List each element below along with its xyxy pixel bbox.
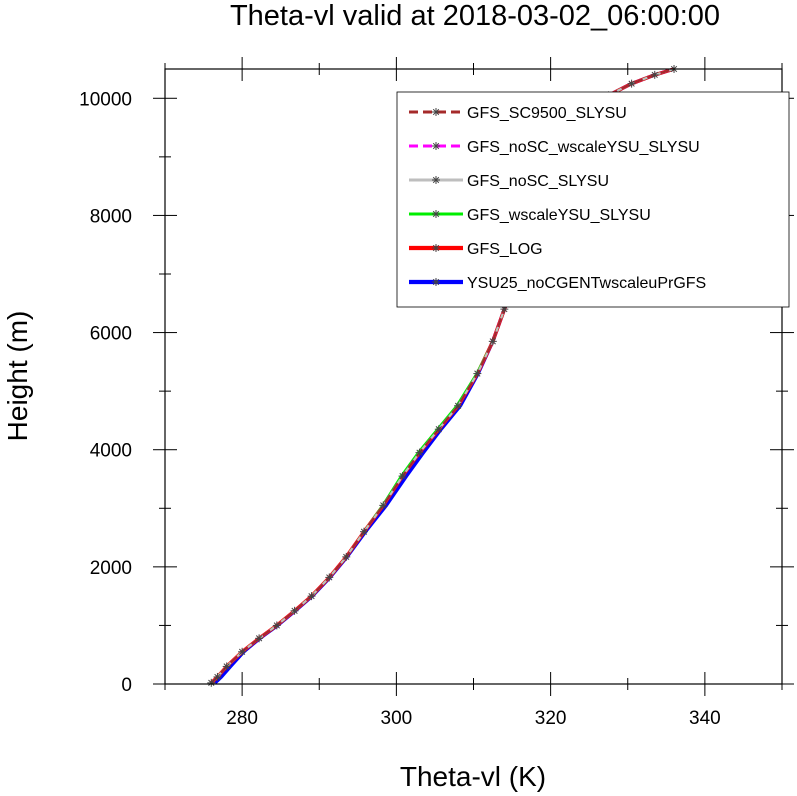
legend-marker — [432, 244, 440, 252]
legend-label-1: GFS_SC9500_SLYSU — [467, 105, 627, 122]
series-marker — [207, 678, 216, 687]
y-tick-label: 0 — [121, 675, 132, 696]
legend-marker — [432, 142, 440, 150]
legend-label-4: GFS_wscaleYSU_SLYSU — [467, 207, 651, 224]
y-tick-label: 10000 — [79, 89, 132, 110]
y-tick-label: 4000 — [90, 441, 132, 462]
y-axis-label: Height (m) — [2, 311, 33, 442]
legend-label-5: GFS_LOG — [467, 241, 543, 258]
x-tick-label: 320 — [535, 708, 567, 729]
y-tick-label: 8000 — [90, 206, 132, 227]
series-marker — [473, 369, 482, 378]
series-marker — [488, 337, 497, 346]
series-marker — [379, 501, 388, 510]
series-marker — [454, 401, 463, 410]
series-marker — [290, 606, 299, 615]
series-marker — [398, 472, 407, 481]
y-tick-label: 2000 — [90, 558, 132, 579]
legend-label-3: GFS_noSC_SLYSU — [467, 173, 609, 190]
series-marker — [213, 672, 222, 681]
legend-box — [396, 91, 790, 308]
legend: GFS_SC9500_SLYSU GFS_noSC_wscaleYSU_SLYSU… — [396, 91, 790, 308]
series-marker — [238, 647, 247, 656]
chart-title: Theta-vl valid at 2018-03-02_06:00:00 — [230, 0, 720, 32]
x-tick-label: 280 — [226, 708, 258, 729]
x-axis-label: Theta-vl (K) — [400, 761, 546, 792]
legend-entries: GFS_SC9500_SLYSU GFS_noSC_wscaleYSU_SLYSU… — [409, 105, 706, 292]
series-marker — [359, 527, 368, 536]
series-marker — [434, 425, 443, 434]
ticks-layer: 280 300 320 340 0 2000 4000 6000 8000 10000 — [79, 57, 794, 729]
series-marker — [627, 79, 636, 88]
legend-label-6: YSU25_noCGENTwscaleuPrGFS — [467, 275, 706, 292]
legend-marker — [432, 176, 440, 184]
series-marker — [307, 592, 316, 601]
series-marker — [325, 573, 334, 582]
legend-label-2: GFS_noSC_wscaleYSU_SLYSU — [467, 139, 700, 156]
legend-marker — [432, 108, 440, 116]
x-tick-label: 340 — [689, 708, 721, 729]
series-marker — [342, 552, 351, 561]
series-marker — [415, 448, 424, 457]
x-tick-label: 300 — [381, 708, 413, 729]
legend-marker — [432, 210, 440, 218]
series-marker — [650, 70, 659, 79]
series-marker — [272, 621, 281, 630]
legend-marker — [432, 278, 440, 286]
y-tick-label: 6000 — [90, 324, 132, 345]
series-marker — [222, 662, 231, 671]
series-marker — [255, 634, 264, 643]
